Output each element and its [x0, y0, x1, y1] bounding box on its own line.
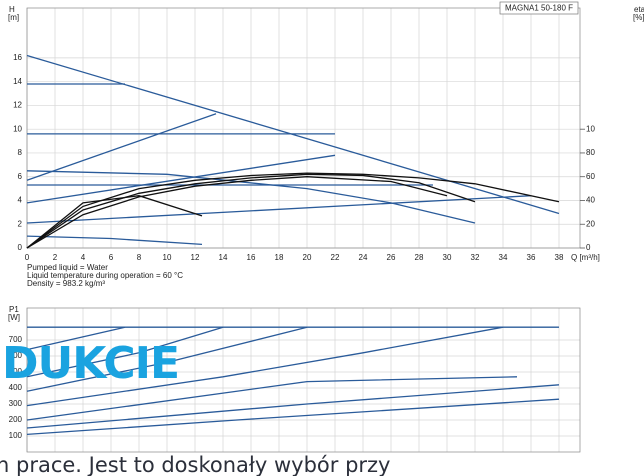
y-tick-label: 10 — [13, 124, 22, 133]
y-tick-label: 300 — [9, 399, 23, 408]
x-tick-label: 0 — [25, 253, 30, 262]
y-tick-label: 600 — [9, 351, 23, 360]
y2-tick-label: 0 — [586, 243, 591, 252]
x-tick-label: 20 — [303, 253, 312, 262]
caption-backdrop — [0, 453, 644, 476]
curve — [26, 326, 224, 378]
y-tick-label: 8 — [18, 148, 23, 157]
y-tick-label: 200 — [9, 415, 23, 424]
plot-frame — [26, 307, 581, 453]
x-tick-label: 6 — [109, 253, 114, 262]
x-tick-label: 28 — [415, 253, 424, 262]
y-tick-label: 2 — [18, 219, 23, 228]
x-tick-label: 2 — [53, 253, 58, 262]
curve — [26, 173, 476, 249]
y2-tick-label: 20 — [586, 219, 595, 228]
curve — [26, 113, 217, 181]
y-tick-label: 4 — [18, 196, 23, 205]
x-tick-label: 36 — [527, 253, 536, 262]
x-tick-label: 12 — [191, 253, 200, 262]
curve — [26, 172, 560, 249]
plot-frame — [26, 7, 581, 249]
y-tick-label: 16 — [13, 53, 22, 62]
x-tick-label: 10 — [163, 253, 172, 262]
x-tick-label: 32 — [471, 253, 480, 262]
x-tick-label: 34 — [499, 253, 508, 262]
y-axis-unit: [m] — [8, 13, 19, 22]
curve — [26, 376, 518, 421]
curve — [26, 326, 504, 407]
y-axis-label: H — [9, 5, 15, 14]
curve — [26, 326, 308, 392]
note: Density = 983.2 kg/m³ — [27, 279, 105, 288]
overlay-heading: DUKCIE — [2, 338, 179, 389]
x-tick-label: 38 — [555, 253, 564, 262]
model-box — [499, 1, 579, 15]
y2-axis-label: eta — [634, 5, 644, 14]
x-tick-label: 4 — [81, 253, 86, 262]
note: Pumped liquid = Water — [27, 263, 108, 272]
curve — [26, 384, 560, 429]
y-tick-label: 400 — [9, 383, 23, 392]
y-tick-label: 12 — [13, 101, 22, 110]
x-tick-label: 8 — [137, 253, 142, 262]
curve — [26, 235, 203, 246]
curve — [26, 195, 203, 249]
curve — [26, 170, 476, 224]
y-tick-label: 700 — [9, 335, 23, 344]
y-tick-label: 6 — [18, 172, 23, 181]
y-tick-label: 500 — [9, 367, 23, 376]
curve — [26, 195, 532, 224]
x-tick-label: 16 — [247, 253, 256, 262]
x-axis-label: Q [m³/h] — [571, 253, 600, 262]
y-axis-label: P1 — [9, 305, 19, 314]
y2-axis-unit: [%] — [633, 13, 644, 22]
y-tick-label: 0 — [18, 243, 23, 252]
y2-tick-label: 40 — [586, 196, 595, 205]
model-label: MAGNA1 50-180 F — [505, 4, 573, 13]
note: Liquid temperature during operation = 60… — [27, 271, 183, 280]
y-tick-label: 14 — [13, 77, 22, 86]
overlay-caption: n prace. Jest to doskonały wybór przy — [0, 453, 391, 476]
y2-tick-label: 60 — [586, 172, 595, 181]
y-axis-unit: [W] — [8, 313, 20, 322]
x-tick-label: 24 — [359, 253, 368, 262]
curve — [26, 398, 560, 436]
x-tick-label: 14 — [219, 253, 228, 262]
x-tick-label: 26 — [387, 253, 396, 262]
x-tick-label: 22 — [331, 253, 340, 262]
x-tick-label: 18 — [275, 253, 284, 262]
y-tick-label: 100 — [9, 431, 23, 440]
curve — [26, 154, 336, 204]
y2-tick-label: 80 — [586, 148, 595, 157]
x-tick-label: 30 — [443, 253, 452, 262]
curve — [26, 326, 126, 351]
y2-tick-label: 10 — [586, 124, 595, 133]
curve — [26, 176, 448, 249]
